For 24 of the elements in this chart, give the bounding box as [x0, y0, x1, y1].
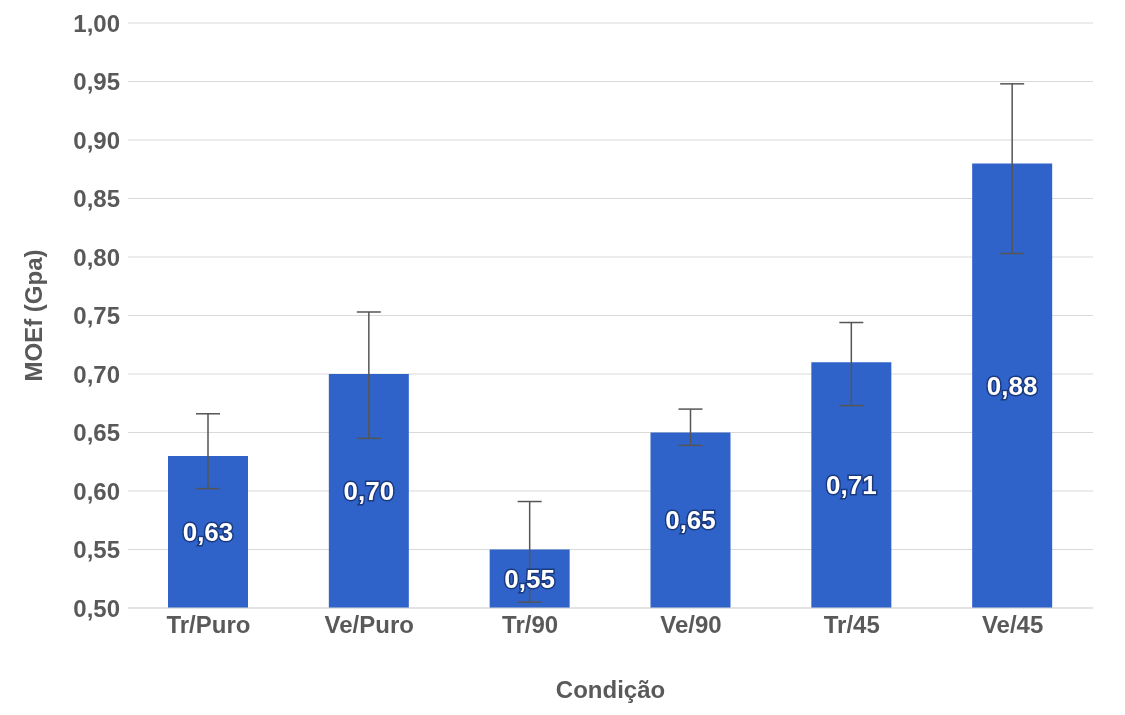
data-label: 0,65: [665, 505, 716, 536]
y-tick-label: 0,70: [73, 360, 120, 388]
data-label: 0,71: [826, 470, 877, 501]
data-label: 0,63: [182, 517, 234, 548]
data-label: 0,88: [986, 370, 1038, 401]
x-axis-title: Condição: [555, 676, 666, 703]
y-tick-label: 0,60: [73, 477, 120, 505]
x-tick-label: Ve/45: [981, 611, 1044, 639]
x-tick-label: Tr/45: [823, 611, 880, 639]
x-tick-label: Ve/Puro: [324, 611, 414, 639]
y-axis-title: MOEf (Gpa): [19, 249, 47, 382]
y-tick-label: 0,95: [73, 68, 120, 96]
data-label: 0,70: [343, 476, 395, 507]
x-tick-label: Tr/Puro: [166, 611, 251, 639]
y-tick-label: 0,80: [73, 243, 120, 271]
y-tick-label: 0,85: [73, 185, 120, 213]
x-tick-label: Ve/90: [660, 611, 722, 639]
y-tick-label: 0,65: [73, 419, 120, 447]
y-tick-label: 0,50: [73, 594, 120, 622]
y-tick-label: 0,90: [73, 126, 120, 154]
y-tick-label: 0,75: [73, 302, 120, 330]
x-tick-label: Tr/90: [502, 611, 559, 639]
y-tick-label: 1,00: [73, 9, 120, 37]
y-tick-label: 0,55: [73, 536, 120, 564]
